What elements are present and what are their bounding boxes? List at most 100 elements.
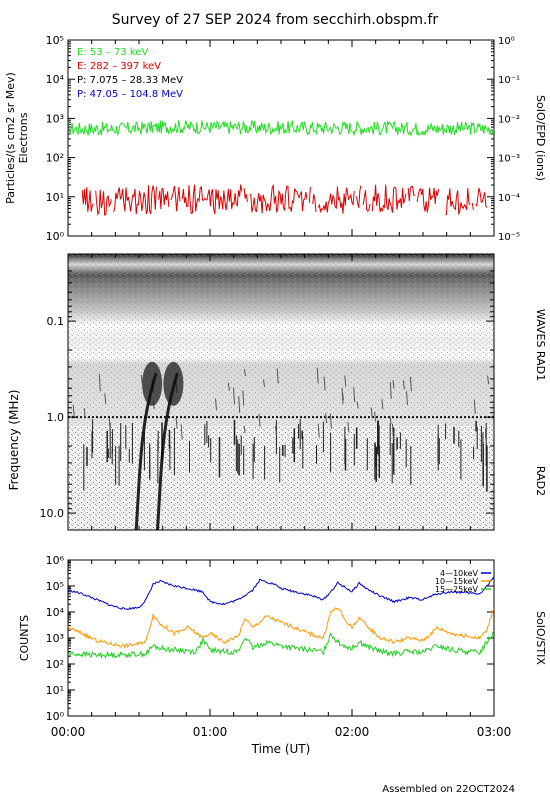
epd-series-line (81, 183, 488, 217)
epd-y2-right-tick-label: 10⁻¹ (498, 75, 520, 86)
rad1-streak (356, 401, 359, 409)
epd-y2-right-tick-label: 10⁻² (498, 114, 520, 125)
waves-right-label-rad1: WAVES RAD1 (534, 309, 547, 381)
stix-series-line (68, 630, 494, 660)
rad1-streak (353, 387, 356, 403)
rad1-streak (402, 380, 405, 390)
stix-legend-entry: 4—10keV (440, 569, 479, 578)
epd-y2-right-tick-label: 10⁻⁴ (498, 193, 520, 204)
rad1-streak (347, 422, 350, 433)
stix-legend-entry: 10—15keV (435, 577, 479, 586)
rad1-streak (242, 390, 245, 406)
epd-y-tick-label: 10¹ (46, 191, 64, 204)
rad1-streak (325, 413, 328, 423)
rad1-streak (374, 411, 377, 422)
epd-y2-right-tick-label: 10⁰ (498, 36, 515, 47)
epd-y-tick-label: 10³ (46, 112, 64, 125)
rad1-streak (389, 382, 392, 399)
stix-ylabel: COUNTS (18, 615, 31, 661)
stix-right-label: SoIO/STIX (534, 611, 547, 665)
epd-axes: 10⁰ 10¹ 10² 10³ 10⁴ 10⁵ 10⁻⁵ 10⁻⁴ 10⁻³ 10⁻² 10⁻¹ 10… (46, 34, 520, 243)
epd-ylabel-electrons: Electrons (17, 112, 30, 163)
stix-series-line (68, 576, 494, 611)
epd-ylabel: Particles/(s cm2 sr Mev) (4, 72, 17, 204)
waves-panel: 0.1 1.0 10.0 Frequency (MHz) WAVES RAD1 RA… (7, 253, 547, 531)
rad1-streak (83, 408, 86, 418)
rad1-streak (317, 423, 320, 438)
epd-legend-entry: E: 282 – 397 keV (77, 61, 161, 72)
waves-y-tick-label: 0.1 (47, 315, 65, 328)
waves-marks (68, 361, 494, 530)
rad1-streak (104, 393, 107, 405)
rad1-streak (406, 391, 408, 406)
rad1-streak (381, 399, 384, 410)
waves-right-label-rad2: RAD2 (534, 466, 547, 496)
epd-panel: 10⁰ 10¹ 10² 10³ 10⁴ 10⁵ 10⁻⁵ 10⁻⁴ 10⁻³ 10⁻² 10⁻¹ 10… (4, 34, 547, 243)
rad1-streak (140, 374, 143, 383)
epd-right-label: SoIO/EPD (ions) (534, 95, 547, 181)
rad1-streak (98, 374, 101, 392)
rad1-streak (341, 387, 344, 405)
stix-y-tick-label: 10⁴ (46, 606, 65, 619)
epd-y-tick-label: 10⁵ (46, 34, 64, 47)
stix-y-tick-label: 10¹ (46, 684, 64, 697)
rad1-streak (180, 424, 183, 440)
rad1-streak (215, 398, 217, 411)
stix-legend-entry: 15—25keV (435, 585, 479, 594)
burst-core (142, 361, 163, 406)
rad1-streak (409, 376, 412, 392)
burst-core (163, 361, 184, 406)
rad1-streak (370, 407, 373, 419)
stix-axes: 10⁰ 10¹ 10² 10³ 10⁴ 10⁵ 10⁶ 00:00 01:00 02:00 03:0… (46, 554, 512, 739)
epd-y-tick-label: 10⁰ (46, 230, 65, 243)
epd-legend-entry: P: 47.05 – 104.8 MeV (77, 89, 183, 100)
rad1-streak (391, 423, 394, 440)
rad1-streak (243, 425, 246, 434)
epd-y2-right-tick-label: 10⁻³ (498, 154, 520, 165)
rad1-streak (276, 368, 279, 384)
rad1-streak (227, 382, 230, 391)
rad1-streak (392, 380, 395, 389)
stix-series-line (68, 607, 494, 649)
stix-plot-frame (67, 559, 495, 717)
stix-y-tick-label: 10⁶ (46, 554, 65, 567)
rad1-streak (238, 396, 241, 413)
rad1-streak (258, 413, 261, 427)
rad1-streak (72, 404, 75, 419)
stix-y-tick-label: 10⁵ (46, 580, 64, 593)
waves-y-tick-label: 1.0 (47, 411, 65, 424)
waves-y-tick-label: 10.0 (40, 507, 65, 520)
footer-assembled: Assembled on 22OCT2024 (382, 784, 515, 795)
waves-ylabel: Frequency (MHz) (7, 390, 21, 491)
waves-axes: 0.1 1.0 10.0 (40, 253, 495, 530)
rad1-streak (275, 426, 277, 436)
figure-title: Survey of 27 SEP 2024 from secchirh.obsp… (112, 12, 439, 28)
rad1-streak (329, 413, 332, 430)
rad1-streak (323, 376, 326, 391)
rad1-streak (344, 375, 347, 387)
waves-spectrogram (68, 254, 494, 530)
rad1-streak (263, 379, 265, 387)
epd-y-tick-label: 10⁴ (46, 73, 65, 86)
stix-x-tick-label: 03:00 (477, 725, 512, 739)
waves-rad1-texture (68, 254, 494, 426)
rad1-streak (175, 417, 178, 429)
rad1-streak (243, 369, 246, 376)
stix-panel: 10⁰ 10¹ 10² 10³ 10⁴ 10⁵ 10⁶ 00:00 01:00 02:00 03:0… (18, 554, 547, 756)
stix-x-tick-label: 00:00 (51, 725, 86, 739)
stix-x-tick-label: 01:00 (193, 725, 228, 739)
rad1-streak (108, 417, 111, 432)
stix-series (68, 576, 494, 660)
epd-legend: E: 53 – 73 keV E: 282 – 397 keV P: 7.075 –… (77, 47, 183, 100)
rad1-streak (389, 416, 392, 424)
rad1-streak (473, 399, 476, 414)
epd-series-line (68, 119, 494, 137)
stix-y-tick-label: 10⁰ (46, 710, 65, 723)
epd-y-tick-label: 10² (46, 152, 64, 165)
epd-legend-entry: E: 53 – 73 keV (77, 47, 148, 58)
epd-series (68, 119, 494, 217)
rad1-streak (233, 387, 235, 405)
epd-legend-entry: P: 7.075 – 28.33 MeV (77, 75, 183, 86)
